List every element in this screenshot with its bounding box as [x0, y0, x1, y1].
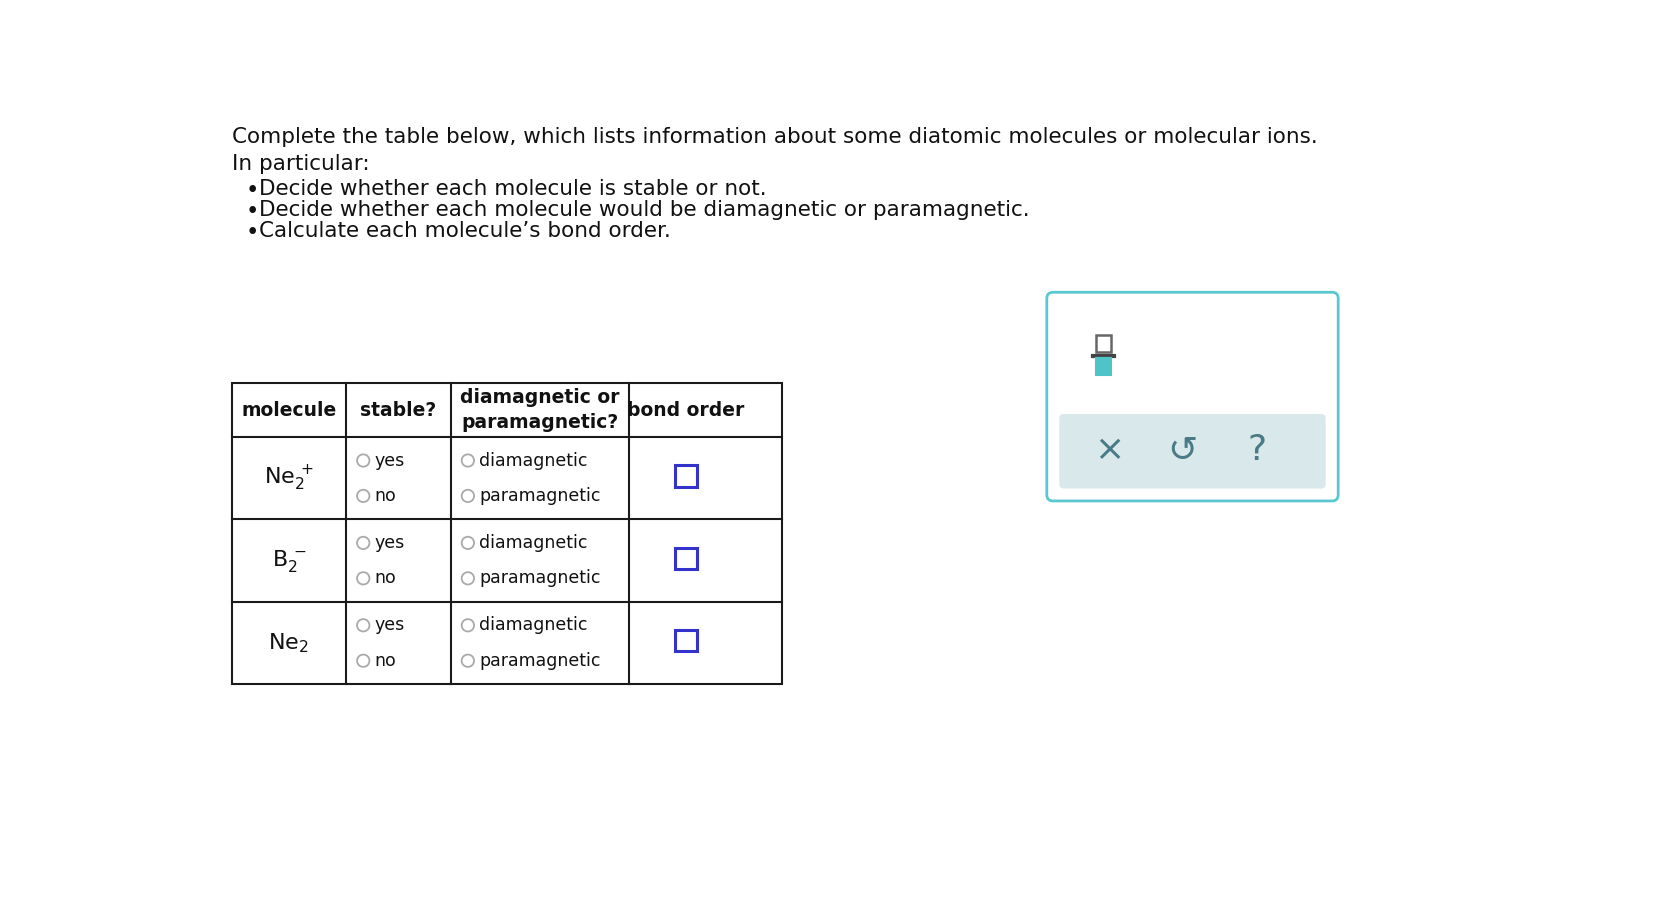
Text: no: no	[375, 487, 397, 505]
Text: $\mathrm{Ne}_2$: $\mathrm{Ne}_2$	[268, 631, 310, 655]
Text: ↺: ↺	[1168, 433, 1198, 466]
Text: paramagnetic: paramagnetic	[480, 487, 601, 505]
Bar	[232, 383, 781, 685]
FancyBboxPatch shape	[1060, 415, 1324, 488]
Text: diamagnetic or
paramagnetic?: diamagnetic or paramagnetic?	[460, 388, 620, 432]
Text: Decide whether each molecule is stable or not.: Decide whether each molecule is stable o…	[258, 179, 766, 199]
Text: no: no	[375, 569, 397, 587]
Text: paramagnetic: paramagnetic	[480, 652, 601, 669]
Text: •: •	[245, 221, 258, 244]
Text: •: •	[245, 200, 258, 223]
Text: diamagnetic: diamagnetic	[480, 534, 588, 552]
Bar	[675, 548, 696, 569]
Text: paramagnetic: paramagnetic	[480, 569, 601, 587]
Bar	[675, 630, 696, 651]
Text: Calculate each molecule’s bond order.: Calculate each molecule’s bond order.	[258, 221, 670, 241]
Text: stable?: stable?	[360, 400, 436, 419]
Text: yes: yes	[375, 616, 405, 634]
Text: molecule: molecule	[242, 400, 337, 419]
Text: $\mathrm{B}_2^{\,-}$: $\mathrm{B}_2^{\,-}$	[272, 548, 307, 574]
Text: •: •	[245, 179, 258, 202]
Bar	[1096, 336, 1111, 353]
Text: no: no	[375, 652, 397, 669]
Text: bond order: bond order	[628, 400, 745, 419]
Text: In particular:: In particular:	[232, 153, 370, 174]
Text: diamagnetic: diamagnetic	[480, 452, 588, 470]
Text: ?: ?	[1248, 433, 1266, 466]
Text: Complete the table below, which lists information about some diatomic molecules : Complete the table below, which lists in…	[232, 126, 1318, 147]
Text: yes: yes	[375, 534, 405, 552]
Text: ×: ×	[1095, 433, 1125, 466]
FancyBboxPatch shape	[1046, 292, 1338, 501]
Bar	[1096, 358, 1111, 374]
Text: yes: yes	[375, 452, 405, 470]
Text: $\mathrm{Ne}_2^{\,+}$: $\mathrm{Ne}_2^{\,+}$	[265, 464, 313, 492]
Text: Decide whether each molecule would be diamagnetic or paramagnetic.: Decide whether each molecule would be di…	[258, 200, 1030, 220]
Text: diamagnetic: diamagnetic	[480, 616, 588, 634]
Bar	[675, 465, 696, 487]
